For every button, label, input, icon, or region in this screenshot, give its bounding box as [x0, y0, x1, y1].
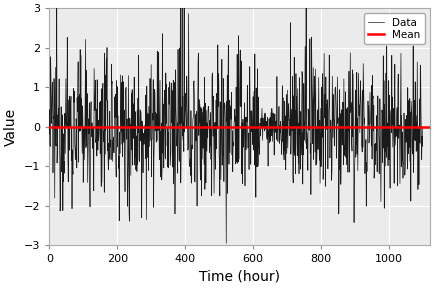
X-axis label: Time (hour): Time (hour): [199, 270, 280, 284]
Line: Data: Data: [49, 0, 423, 243]
Legend: Data, Mean: Data, Mean: [364, 13, 424, 44]
Mean: [46, 125, 52, 128]
Data: [406, 99, 411, 102]
Data: [76, 60, 81, 64]
Data: [65, 78, 70, 81]
Mean: [47, 125, 52, 128]
Data: [420, 126, 425, 129]
Y-axis label: Value: Value: [4, 108, 18, 146]
Data: [202, 162, 207, 166]
Data: [141, 143, 147, 146]
Data: [335, 105, 340, 109]
Data: [46, 132, 52, 136]
Data: [224, 242, 229, 245]
